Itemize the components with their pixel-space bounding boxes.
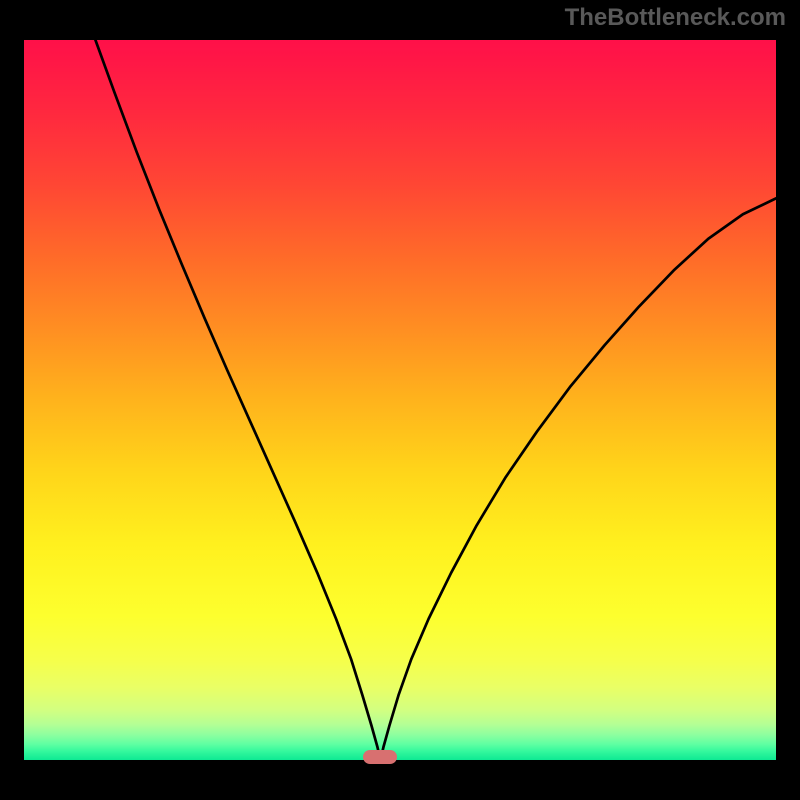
optimal-point-marker bbox=[363, 750, 397, 764]
plot-area bbox=[24, 40, 776, 760]
watermark-text: TheBottleneck.com bbox=[565, 4, 786, 32]
watermark-label: TheBottleneck.com bbox=[565, 4, 786, 31]
chart-container: TheBottleneck.com bbox=[0, 0, 800, 800]
gradient-rect bbox=[24, 40, 776, 760]
